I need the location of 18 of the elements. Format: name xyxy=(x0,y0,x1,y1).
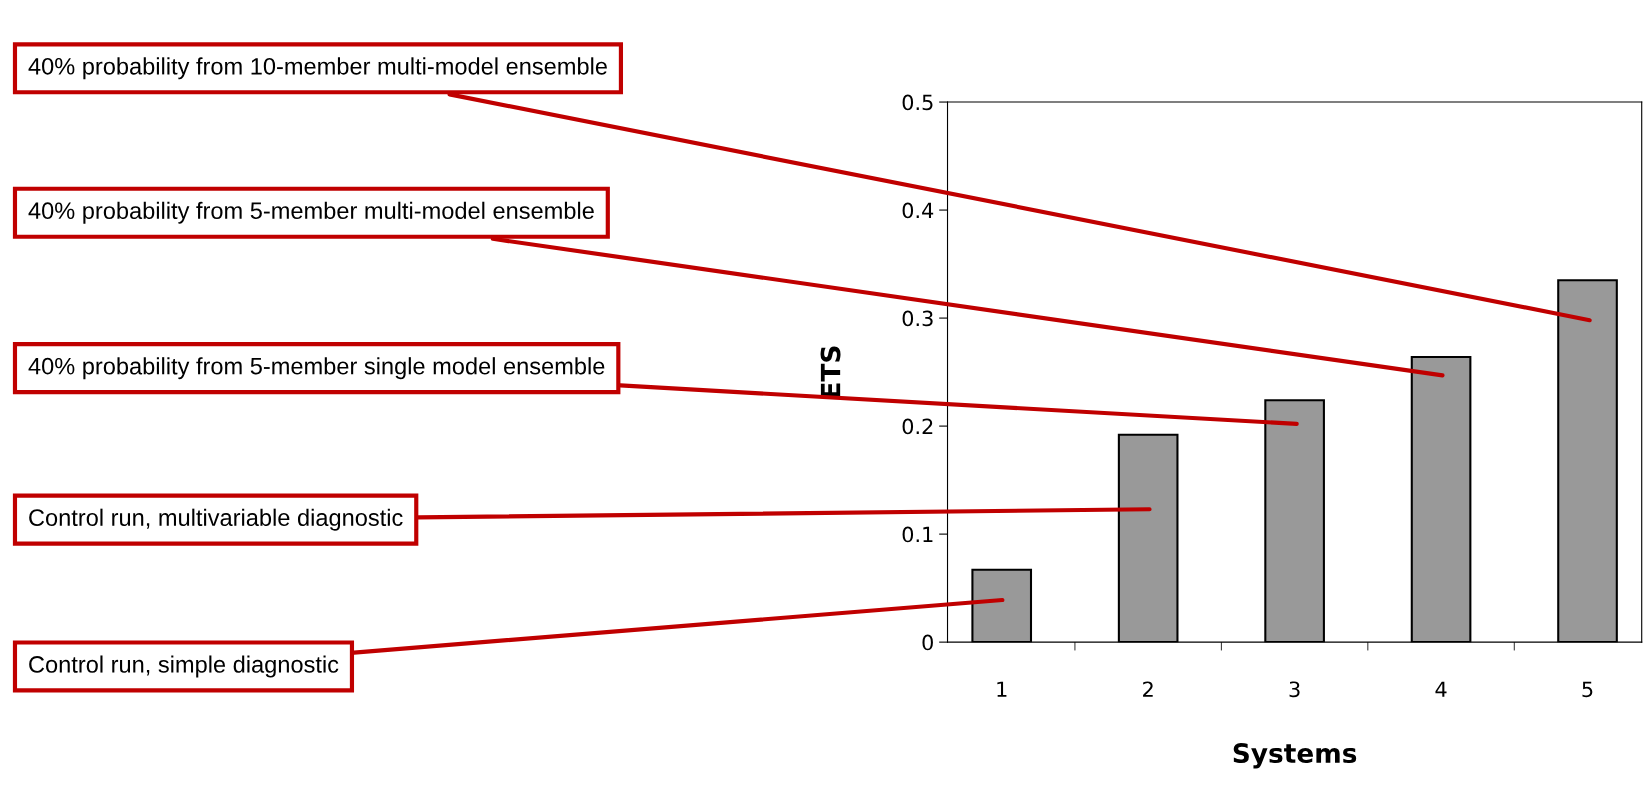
x-tick-label: 1 xyxy=(997,681,1007,697)
text: Control run, multivariable diagnostic xyxy=(29,508,403,531)
y-tick-label: 0 xyxy=(922,634,933,651)
y-tick-label: 0.3 xyxy=(902,310,933,327)
x-tick-label: 4 xyxy=(1435,681,1447,697)
y-axis-title: ETS xyxy=(820,346,841,398)
y-tick-label: 0.4 xyxy=(902,202,934,219)
x-tick-label: 3 xyxy=(1289,681,1300,698)
y-tick-label: 0.1 xyxy=(902,526,933,543)
x-tick-label: 5 xyxy=(1582,681,1593,698)
x-tick-label: 2 xyxy=(1143,681,1153,697)
y-tick-label: 0.5 xyxy=(902,94,933,111)
text: 40% probability from 5-member single model ensemble xyxy=(28,357,605,380)
text: 40% probability from 10-member multi-model ensemble xyxy=(28,57,607,80)
y-tick-label: 0.2 xyxy=(902,418,933,435)
text: Control run, simple diagnostic xyxy=(29,655,339,678)
x-axis-title: Systems xyxy=(1233,743,1357,769)
text: 40% probability from 5-member multi-model ensemble xyxy=(28,201,594,224)
